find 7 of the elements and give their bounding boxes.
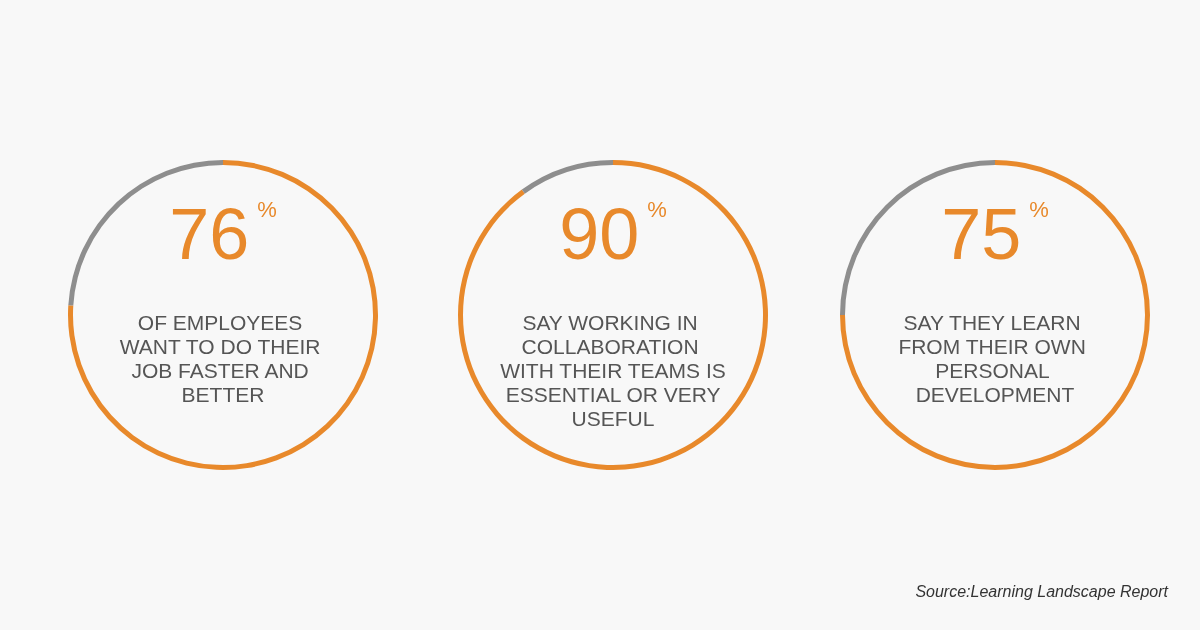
data-label: 76%	[169, 194, 277, 274]
text: OF EMPLOYEES WANT TO DO THEIR JOB FASTER AND BETTER	[119, 310, 327, 406]
source-note: Source:Learning Landscape Report	[915, 583, 1168, 601]
text: SAY WORKING IN COLLABORATION WITH THEIR TEAMS IS ESSENTIAL OR VERY USEFUL	[499, 310, 727, 430]
text: SAY THEY LEARN FROM THEIR OWN PERSONAL DEVELOPMENT	[898, 310, 1092, 406]
data-label: 90%	[559, 194, 667, 274]
data-label: 75%	[941, 194, 1049, 274]
